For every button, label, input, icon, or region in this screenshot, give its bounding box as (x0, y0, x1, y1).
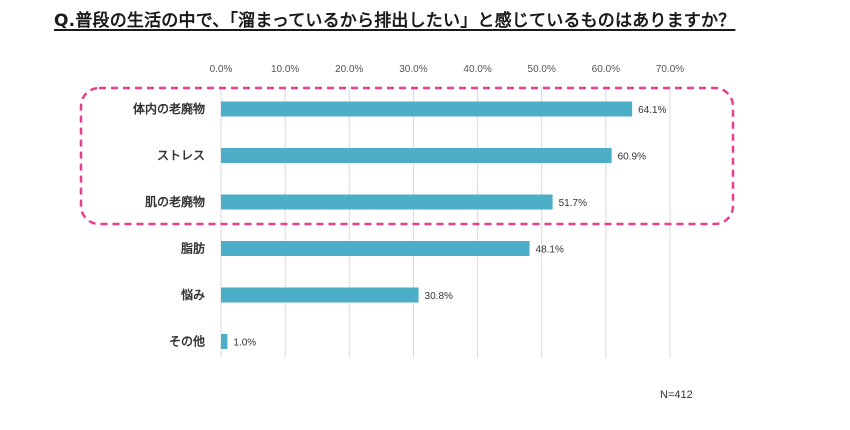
x-tick-label: 0.0% (210, 64, 233, 75)
category-label: 肌の老廃物 (144, 194, 205, 209)
category-label: その他 (169, 334, 205, 349)
category-label: 悩み (180, 287, 205, 302)
highlight-box (79, 86, 735, 226)
x-tick-label: 10.0% (271, 64, 299, 75)
x-tick-label: 20.0% (335, 64, 363, 75)
x-tick-label: 40.0% (463, 64, 491, 75)
sample-size-label: N=412 (660, 389, 693, 401)
value-label: 64.1% (638, 105, 666, 116)
category-label: 体内の老廃物 (133, 101, 205, 116)
x-tick-label: 50.0% (528, 64, 556, 75)
value-label: 51.7% (559, 198, 587, 209)
x-tick-label: 70.0% (656, 64, 684, 75)
bar (221, 101, 633, 117)
bar (221, 287, 419, 303)
value-label: 1.0% (233, 338, 256, 349)
question-title: Q.普段の生活の中で、「溜まっているから排出したい」と感じているものはありますか… (54, 11, 736, 31)
bar (221, 241, 530, 256)
category-label: 脂肪 (180, 241, 205, 256)
value-label: 60.9% (618, 152, 646, 163)
bar (221, 194, 553, 210)
x-tick-label: 30.0% (399, 64, 427, 75)
category-label: ストレス (157, 149, 205, 163)
value-label: 30.8% (425, 291, 453, 302)
bar (221, 334, 228, 349)
value-label: 48.1% (536, 245, 564, 256)
x-tick-label: 60.0% (592, 64, 620, 75)
bar (221, 148, 612, 163)
